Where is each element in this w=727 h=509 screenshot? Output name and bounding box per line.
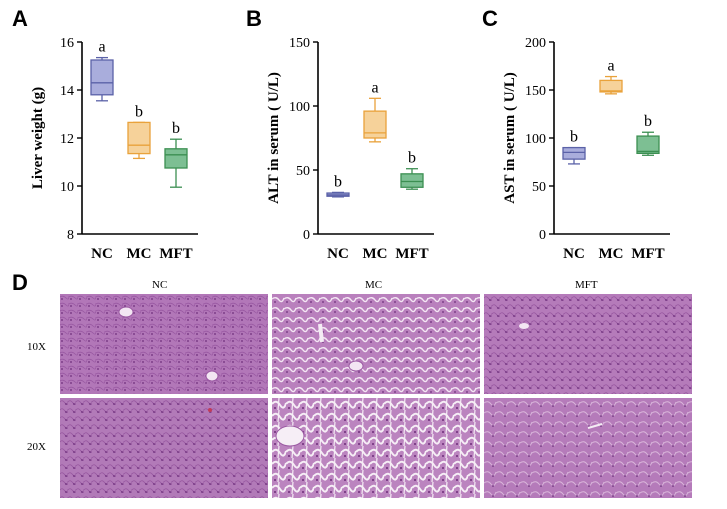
- box-mft: [636, 135, 660, 155]
- category-label: MC: [363, 246, 388, 262]
- y-tick-label: 200: [525, 36, 546, 51]
- panel-letter-d: D: [12, 270, 28, 295]
- significance-letter: a: [607, 58, 614, 75]
- he-stain-micrograph: [484, 294, 692, 394]
- y-tick-label: 14: [60, 84, 74, 99]
- box-nc: [562, 146, 586, 160]
- y-tick-label: 150: [525, 84, 546, 99]
- he-stain-micrograph: [484, 398, 692, 498]
- y-tick-label: 50: [532, 180, 546, 195]
- y-axis-label: ALT in serum ( U/L): [266, 72, 282, 204]
- y-axis-label: AST in serum ( U/L): [502, 72, 518, 203]
- category-label: NC: [327, 246, 349, 262]
- histology-image-mft-20x: [484, 398, 692, 498]
- box-mc: [363, 110, 387, 139]
- y-tick-label: 100: [525, 132, 546, 147]
- chart-liver-weight: 8 10 12 14 16 Liver weight (g) a NC b MC b MFT: [30, 36, 198, 262]
- box-mft: [164, 148, 188, 169]
- significance-letter: a: [371, 79, 378, 96]
- y-axis-label: Liver weight (g): [30, 87, 46, 189]
- y-tick-label: 100: [289, 100, 310, 115]
- significance-letter: a: [98, 39, 105, 56]
- y-tick-label: 0: [539, 228, 546, 243]
- y-tick-label: 50: [296, 164, 310, 179]
- row-label-10x: 10X: [27, 341, 46, 353]
- category-label: NC: [563, 246, 585, 262]
- column-label-mc: MC: [365, 279, 383, 291]
- histology-image-nc-20x: [60, 398, 268, 498]
- category-label: MFT: [631, 246, 664, 262]
- y-tick-label: 150: [289, 36, 310, 51]
- y-tick-label: 16: [60, 36, 74, 51]
- box-mc: [127, 121, 151, 155]
- category-label: MFT: [159, 246, 192, 262]
- significance-letter: b: [644, 113, 652, 130]
- column-label-mft: MFT: [575, 279, 598, 291]
- histology-image-mc-10x: [272, 294, 480, 394]
- he-stain-micrograph: [60, 398, 268, 498]
- category-label: MC: [127, 246, 152, 262]
- histology-image-mft-10x: [484, 294, 692, 394]
- significance-letter: b: [570, 129, 578, 146]
- category-label: NC: [91, 246, 113, 262]
- panel-letter-a: A: [12, 6, 28, 31]
- significance-letter: b: [172, 120, 180, 137]
- column-label-nc: NC: [152, 279, 168, 291]
- he-stain-micrograph: [272, 398, 480, 498]
- box-nc: [90, 59, 114, 96]
- histology-image-nc-10x: [60, 294, 268, 394]
- y-tick-label: 0: [303, 228, 310, 243]
- panel-letter-b: B: [246, 6, 262, 31]
- box-mc: [599, 79, 623, 93]
- category-label: MC: [599, 246, 624, 262]
- significance-letter: b: [334, 173, 342, 190]
- significance-letter: b: [408, 150, 416, 167]
- chart-ast-serum: 0 50 100 150 200 AST in serum ( U/L) b NC a MC b MF…: [502, 36, 670, 262]
- he-stain-micrograph: [272, 294, 480, 394]
- y-tick-label: 12: [60, 132, 74, 147]
- panel-letter-c: C: [482, 6, 498, 31]
- significance-letter: b: [135, 103, 143, 120]
- y-tick-label: 8: [67, 228, 74, 243]
- chart-alt-serum: 0 50 100 150 ALT in serum ( U/L) b NC a MC b MFT: [266, 36, 434, 262]
- he-stain-micrograph: [60, 294, 268, 394]
- box-mft: [400, 173, 424, 188]
- row-label-20x: 20X: [27, 441, 46, 453]
- histology-image-mc-20x: [272, 398, 480, 498]
- category-label: MFT: [395, 246, 428, 262]
- y-tick-label: 10: [60, 180, 74, 195]
